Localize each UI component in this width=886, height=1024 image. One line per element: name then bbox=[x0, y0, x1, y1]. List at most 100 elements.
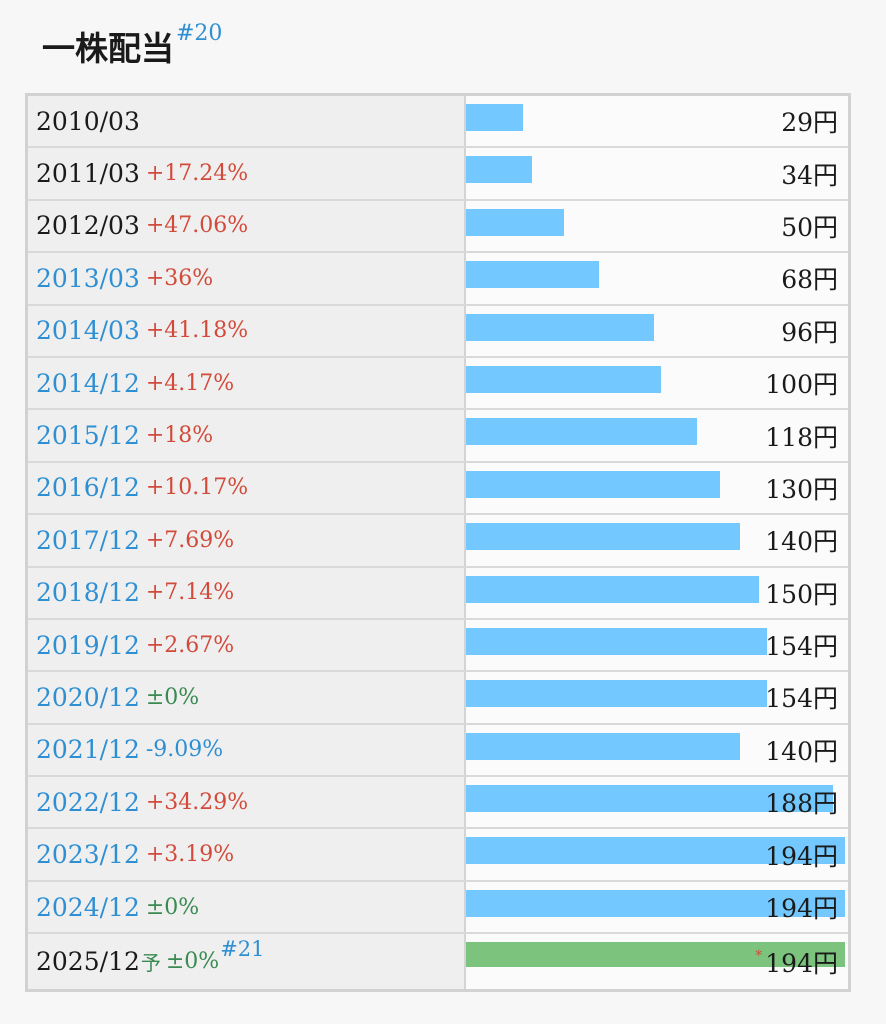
period-date[interactable]: 2014/03 bbox=[36, 316, 140, 346]
dividend-value: 68円 bbox=[781, 265, 838, 295]
estimate-star: * bbox=[755, 947, 763, 964]
dividend-bar bbox=[466, 418, 697, 446]
period-date[interactable]: 2017/12 bbox=[36, 525, 140, 555]
period-date[interactable]: 2016/12 bbox=[36, 473, 140, 503]
change-percent: +10.17% bbox=[145, 475, 249, 501]
bar-cell: 188円 bbox=[466, 777, 848, 828]
bar-cell: 154円 bbox=[466, 672, 848, 723]
table-row: 2019/12 +2.67% 154円 bbox=[28, 617, 848, 671]
bar-cell: 29円 bbox=[466, 96, 848, 147]
table-row: 2024/12 ±0% 194円 bbox=[28, 879, 848, 933]
forecast-mark: 予 bbox=[140, 951, 161, 976]
dividend-value: 96円 bbox=[781, 317, 838, 347]
period-cell: 2021/12 -9.09% bbox=[28, 724, 466, 776]
dividend-bar bbox=[466, 837, 845, 865]
value-text: 194円 bbox=[765, 948, 838, 978]
change-percent: +7.14% bbox=[145, 580, 235, 606]
dividend-bar bbox=[466, 575, 759, 603]
change-percent: +2.67% bbox=[145, 632, 235, 658]
period-date[interactable]: 2013/03 bbox=[36, 263, 140, 293]
bar-cell: 150円 bbox=[466, 567, 848, 618]
dividend-bar bbox=[466, 680, 767, 708]
dividend-bar bbox=[466, 313, 654, 341]
period-cell: 2019/12 +2.67% bbox=[28, 619, 466, 671]
dividend-value: 194円 bbox=[765, 894, 838, 924]
period-date: 2011/03 bbox=[36, 159, 140, 189]
table-row: 2016/12 +10.17% 130円 bbox=[28, 460, 848, 514]
period-cell: 2017/12 +7.69% bbox=[28, 515, 466, 566]
period-date[interactable]: 2015/12 bbox=[36, 421, 140, 451]
period-date[interactable]: 2014/12 bbox=[36, 368, 140, 398]
dividend-bar bbox=[466, 208, 564, 236]
period-date[interactable]: 2021/12 bbox=[36, 735, 140, 765]
title-footnote-link[interactable]: #20 bbox=[176, 21, 223, 46]
dividend-bar bbox=[466, 627, 767, 655]
change-percent: ±0% bbox=[165, 949, 220, 975]
bar-cell: 100円 bbox=[466, 357, 848, 409]
period-date: 2012/03 bbox=[36, 211, 140, 241]
period-date[interactable]: 2023/12 bbox=[36, 840, 140, 870]
dividend-bar bbox=[466, 261, 599, 289]
change-percent: +17.24% bbox=[145, 161, 249, 187]
dividend-value: 154円 bbox=[765, 632, 838, 662]
table-row-forecast: 2025/12 予 ±0% #21 * 194円 bbox=[28, 932, 848, 990]
period-date: 2010/03 bbox=[36, 106, 140, 136]
period-cell: 2013/03 +36% bbox=[28, 253, 466, 304]
footnote-link[interactable]: #21 bbox=[220, 936, 265, 961]
dividend-bar bbox=[466, 156, 533, 184]
bar-cell: 130円 bbox=[466, 462, 848, 514]
table-row: 2011/03 +17.24% 34円 bbox=[28, 146, 848, 199]
change-percent: +7.69% bbox=[145, 527, 235, 553]
period-date[interactable]: 2018/12 bbox=[36, 578, 140, 608]
period-cell: 2010/03 bbox=[28, 96, 466, 147]
section-title: 一株配当#20 bbox=[42, 4, 222, 79]
dividend-bar bbox=[466, 365, 662, 393]
dividend-value: 100円 bbox=[765, 370, 838, 400]
dividend-table: 2010/03 29円 2011/03 +17.24% 34円 2012/03 +47.06… bbox=[25, 93, 851, 993]
forecast-bar bbox=[466, 942, 845, 968]
bar-cell: 140円 bbox=[466, 724, 848, 776]
change-percent: +3.19% bbox=[145, 842, 235, 868]
period-cell: 2022/12 +34.29% bbox=[28, 777, 466, 828]
period-date[interactable]: 2019/12 bbox=[36, 630, 140, 660]
bar-cell: 194円 bbox=[466, 881, 848, 933]
bar-cell: 34円 bbox=[466, 148, 848, 199]
dividend-bar bbox=[466, 104, 523, 131]
bar-cell: 68円 bbox=[466, 253, 848, 304]
bar-cell: 96円 bbox=[466, 305, 848, 356]
change-percent: +41.18% bbox=[145, 318, 249, 344]
dividend-bar bbox=[466, 470, 720, 498]
table-row: 2022/12 +34.29% 188円 bbox=[28, 775, 848, 828]
period-date[interactable]: 2024/12 bbox=[36, 892, 140, 922]
period-date[interactable]: 2022/12 bbox=[36, 787, 140, 817]
change-percent: +18% bbox=[145, 423, 214, 449]
bar-cell: * 194円 bbox=[466, 934, 848, 990]
table-row: 2015/12 +18% 118円 bbox=[28, 408, 848, 461]
period-cell: 2020/12 ±0% bbox=[28, 672, 466, 723]
table-row: 2014/03 +41.18% 96円 bbox=[28, 303, 848, 356]
table-row: 2013/03 +36% 68円 bbox=[28, 251, 848, 304]
table-row: 2012/03 +47.06% 50円 bbox=[28, 198, 848, 252]
dividend-bar bbox=[466, 785, 834, 813]
period-cell: 2015/12 +18% bbox=[28, 410, 466, 461]
table-row: 2014/12 +4.17% 100円 bbox=[28, 355, 848, 409]
change-percent: ±0% bbox=[145, 894, 200, 920]
table-row: 2017/12 +7.69% 140円 bbox=[28, 513, 848, 566]
dividend-value: 140円 bbox=[765, 736, 838, 766]
bar-cell: 194円 bbox=[466, 829, 848, 880]
period-cell: 2012/03 +47.06% bbox=[28, 200, 466, 252]
dividend-value: 118円 bbox=[765, 422, 838, 452]
period-date[interactable]: 2020/12 bbox=[36, 682, 140, 712]
bar-cell: 140円 bbox=[466, 515, 848, 566]
period-cell: 2025/12 予 ±0% #21 bbox=[28, 934, 466, 990]
table-row: 2023/12 +3.19% 194円 bbox=[28, 827, 848, 880]
period-cell: 2014/12 +4.17% bbox=[28, 357, 466, 409]
period-cell: 2011/03 +17.24% bbox=[28, 148, 466, 199]
change-percent: +34.29% bbox=[145, 789, 249, 815]
dividend-value: 150円 bbox=[765, 579, 838, 609]
period-cell: 2014/03 +41.18% bbox=[28, 305, 466, 356]
change-percent: -9.09% bbox=[145, 737, 224, 763]
dividend-value: 140円 bbox=[765, 527, 838, 557]
period-cell: 2023/12 +3.19% bbox=[28, 829, 466, 880]
change-percent: +47.06% bbox=[145, 213, 249, 239]
